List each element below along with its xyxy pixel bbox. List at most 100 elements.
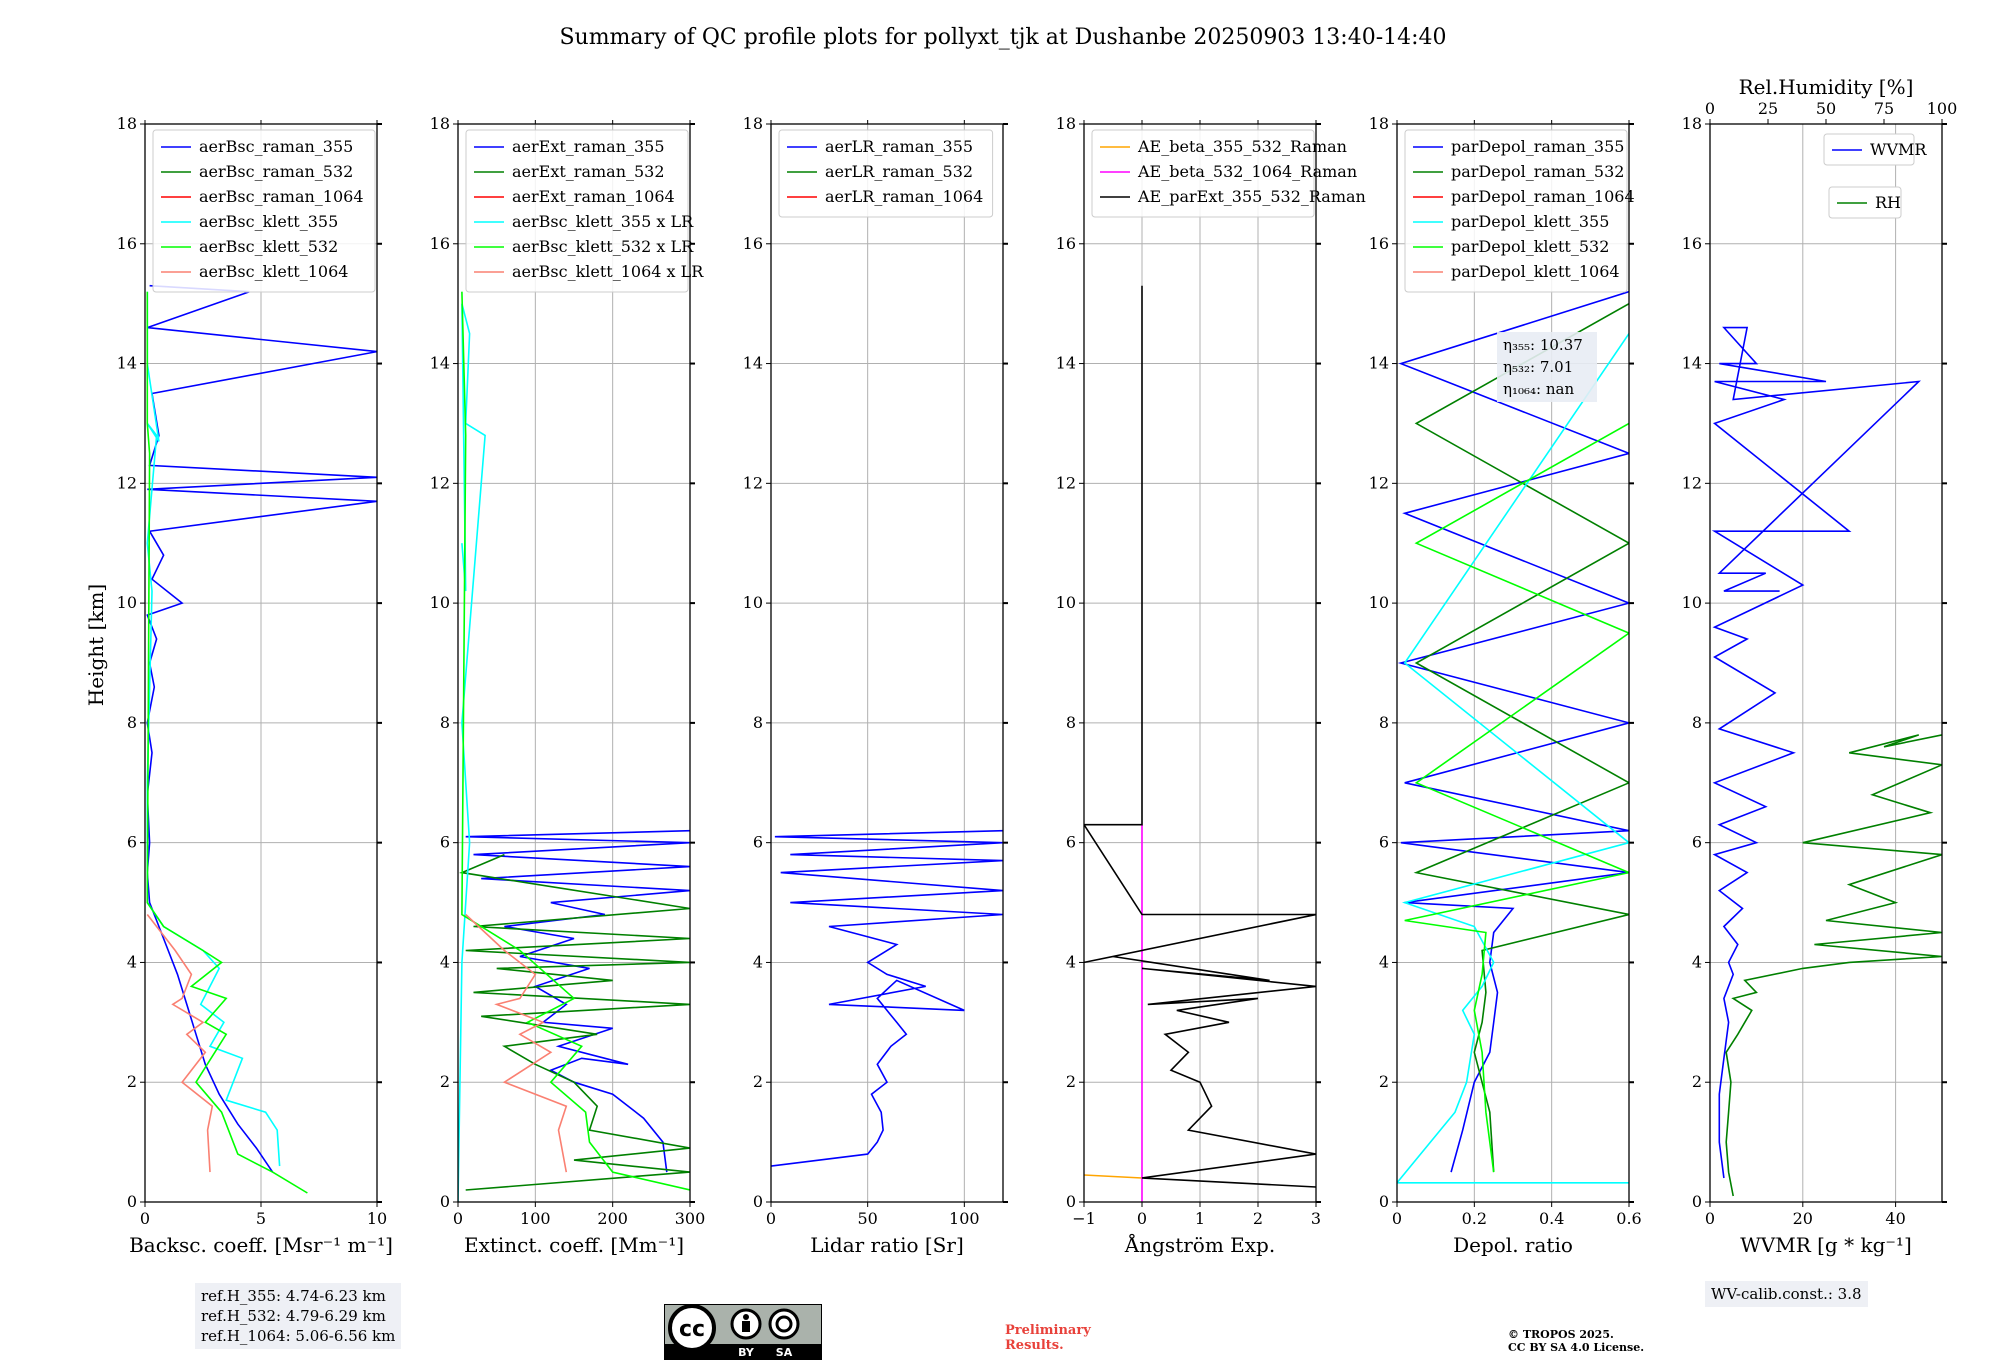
- y-tick-label: 4: [1692, 952, 1702, 971]
- y-tick-label: 8: [1066, 713, 1076, 732]
- legend-box: [465, 129, 689, 293]
- x-axis-label: Backsc. coeff. [Msr⁻¹ m⁻¹]: [129, 1233, 393, 1257]
- y-tick-label: 8: [440, 713, 450, 732]
- x-tick-label: 5: [256, 1209, 266, 1228]
- wv-calibration-box: WV-calib.const.: 3.8: [1705, 1281, 1868, 1307]
- legend-box: [152, 129, 376, 293]
- reference-height-box: ref.H_355: 4.74-6.23 km ref.H_532: 4.79-…: [195, 1283, 402, 1349]
- legend-label-aerLR_raman_532: aerLR_raman_532: [825, 162, 973, 181]
- y-tick-label: 12: [1682, 473, 1702, 492]
- y-tick-label: 0: [1379, 1192, 1389, 1211]
- x-tick-label: 0: [1705, 1209, 1715, 1228]
- legend-box: [1091, 129, 1315, 218]
- x-tick-label: 100: [949, 1209, 980, 1228]
- y-tick-label: 6: [1692, 833, 1702, 852]
- y-tick-label: 2: [1692, 1072, 1702, 1091]
- series-line-aerBsc_klett_355 x LR: [458, 303, 486, 1202]
- y-tick-label: 6: [753, 833, 763, 852]
- figure-title: Summary of QC profile plots for pollyxt_…: [559, 25, 1446, 50]
- y-tick-label: 14: [1369, 354, 1389, 373]
- legend-label-aerBsc_klett_532 x LR: aerBsc_klett_532 x LR: [512, 237, 694, 256]
- eta-annotation: η₃₅₅: 10.37 η₅₃₂: 7.01 η₁₀₆₄: nan: [1497, 332, 1597, 402]
- x-tick-label: 0: [766, 1209, 776, 1228]
- eta-value: η₅₃₂: 7.01: [1503, 358, 1573, 376]
- legend-label-aerBsc_klett_532: aerBsc_klett_532: [199, 237, 338, 256]
- x2-axis-label: Rel.Humidity [%]: [1739, 75, 1914, 99]
- legend-label-aerBsc_klett_1064: aerBsc_klett_1064: [199, 262, 348, 281]
- legend: aerLR_raman_355 aerLR_raman_532 aerLR_rama…: [778, 129, 994, 218]
- series-line-aerBsc_klett_1064 x LR: [465, 913, 568, 1173]
- y-tick-label: 12: [430, 473, 450, 492]
- cc-by-sa-logo: cc BY SA: [664, 1304, 822, 1360]
- y-tick-label: 8: [1692, 713, 1702, 732]
- y-tick-label: 2: [127, 1072, 137, 1091]
- panel-wv: 0 20 40 0 2 4 6 8 10 12 14 16 18 WVMR [g * kg⁻¹] 0 25 50…: [1682, 75, 1958, 1257]
- series-group: [1084, 285, 1316, 1202]
- y-tick-label: 2: [440, 1072, 450, 1091]
- y-tick-label: 6: [127, 833, 137, 852]
- legend-box: [778, 129, 994, 218]
- series-line-parDepol_raman_355: [1397, 290, 1629, 1173]
- series-line-parDepol_klett_532: [1404, 422, 1629, 1173]
- legend: AE_beta_355_532_Raman AE_beta_532_1064_Ra…: [1091, 129, 1366, 218]
- x-axis-label: Extinct. coeff. [Mm⁻¹]: [464, 1233, 684, 1257]
- y-tick-label: 2: [1379, 1072, 1389, 1091]
- y-tick-label: 0: [1066, 1192, 1076, 1211]
- ref-height-532: ref.H_532: 4.79-6.29 km: [201, 1307, 386, 1325]
- legend-label-AE_beta_532_1064_Raman: AE_beta_532_1064_Raman: [1137, 162, 1357, 181]
- x-axis-label: Ångström Exp.: [1124, 1232, 1275, 1257]
- x-tick-label: 40: [1885, 1209, 1905, 1228]
- legend-label-aerBsc_klett_355 x LR: aerBsc_klett_355 x LR: [512, 212, 694, 231]
- cc-sa-label: SA: [776, 1346, 793, 1359]
- x-tick-label: 200: [597, 1209, 628, 1228]
- y-tick-label: 6: [440, 833, 450, 852]
- x-tick-label: 100: [520, 1209, 551, 1228]
- y-tick-label: 12: [117, 473, 137, 492]
- y-tick-label: 4: [440, 952, 450, 971]
- y-tick-label: 0: [440, 1192, 450, 1211]
- legend-label-aerLR_raman_355: aerLR_raman_355: [825, 137, 973, 156]
- cc-by-label: BY: [738, 1346, 755, 1359]
- copyright-line-2: CC BY SA 4.0 License.: [1508, 1341, 1645, 1354]
- series-line-aerExt_raman_355: [465, 829, 690, 1173]
- legend-label-aerBsc_klett_1064 x LR: aerBsc_klett_1064 x LR: [512, 262, 704, 281]
- preliminary-line-2: Results.: [1005, 1338, 1064, 1353]
- y-tick-label: 18: [117, 114, 137, 133]
- legend: aerBsc_raman_355 aerBsc_raman_532 aerBsc_r…: [152, 129, 376, 293]
- panel-depol: 0 0.2 0.4 0.6 0 2 4 6 8 10 12 14 16 18 Depol. ratio par…: [1369, 114, 1642, 1257]
- legend-label-parDepol_klett_355: parDepol_klett_355: [1451, 212, 1609, 231]
- x-tick-label: 300: [675, 1209, 706, 1228]
- sa-icon: [768, 1308, 800, 1340]
- copyright-line-1: © TROPOS 2025.: [1508, 1328, 1614, 1341]
- y-tick-label: 18: [1369, 114, 1389, 133]
- x-tick-label: 0: [1392, 1209, 1402, 1228]
- legend-label-aerBsc_raman_355: aerBsc_raman_355: [199, 137, 353, 156]
- legend-RH: RH: [1828, 186, 1902, 219]
- x-tick-label: 0.4: [1539, 1209, 1564, 1228]
- x-tick-label: 0: [1137, 1209, 1147, 1228]
- series-line-aerBsc_klett_532 x LR: [461, 291, 690, 1191]
- y-tick-label: 6: [1379, 833, 1389, 852]
- x-tick-label: 20: [1793, 1209, 1813, 1228]
- series-line-aerLR_raman_355: [771, 829, 1003, 1167]
- cc-glyph: cc: [679, 1317, 705, 1342]
- y-tick-label: 4: [1379, 952, 1389, 971]
- panel-bsc: 0 5 10 0 2 4 6 8 10 12 14 16 18 Backsc. coeff. [Msr⁻¹…: [117, 114, 393, 1257]
- copyright-note: © TROPOS 2025. CC BY SA 4.0 License.: [1508, 1328, 1644, 1354]
- y-tick-label: 12: [743, 473, 763, 492]
- axes-frame: [1396, 123, 1630, 1203]
- y-tick-label: 2: [753, 1072, 763, 1091]
- ref-height-355: ref.H_355: 4.74-6.23 km: [201, 1287, 386, 1305]
- preliminary-results-note: Preliminary Results.: [1005, 1323, 1091, 1353]
- panel-lr: 0 50 100 0 2 4 6 8 10 12 14 16 18 Lidar ratio [Sr] aer…: [743, 114, 1008, 1257]
- y-tick-label: 10: [743, 593, 763, 612]
- ref-height-1064: ref.H_1064: 5.06-6.56 km: [201, 1327, 396, 1345]
- legend-label-aerBsc_klett_355: aerBsc_klett_355: [199, 212, 338, 231]
- y-tick-label: 4: [127, 952, 137, 971]
- y-tick-label: 14: [1682, 354, 1702, 373]
- series-group: [771, 829, 1003, 1167]
- y-tick-label: 18: [430, 114, 450, 133]
- y-tick-label: 10: [1682, 593, 1702, 612]
- y-tick-label: 0: [753, 1192, 763, 1211]
